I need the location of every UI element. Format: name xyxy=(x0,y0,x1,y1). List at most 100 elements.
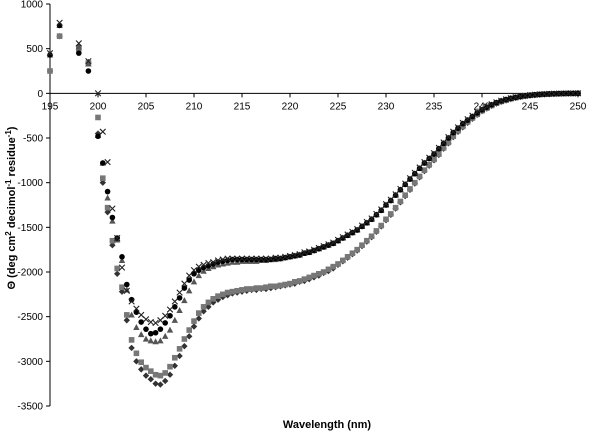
data-point-square xyxy=(215,293,221,299)
data-point-square xyxy=(162,370,168,376)
data-point-x xyxy=(248,255,255,262)
data-point-x xyxy=(262,255,270,262)
data-point-square xyxy=(196,310,202,316)
data-point-x xyxy=(459,119,466,127)
data-point-diamond xyxy=(123,317,130,324)
data-point-square xyxy=(325,266,332,273)
data-point-square xyxy=(104,204,111,211)
data-point-x xyxy=(406,175,414,182)
data-point-circle xyxy=(407,176,413,182)
y-axis-title-sup1: 2 xyxy=(4,231,13,236)
data-point-x xyxy=(378,206,385,213)
data-point-square xyxy=(186,327,192,333)
data-point-circle xyxy=(128,296,135,303)
data-point-x xyxy=(272,254,279,261)
data-point-square xyxy=(426,162,432,168)
data-point-square xyxy=(268,283,274,290)
data-point-square xyxy=(301,276,308,282)
data-point-square xyxy=(95,114,101,121)
data-point-triangle xyxy=(157,337,164,344)
series-triangle xyxy=(46,22,582,345)
data-point-x xyxy=(320,242,327,250)
data-point-circle xyxy=(426,155,433,162)
data-point-circle xyxy=(215,259,221,265)
data-point-square xyxy=(272,283,279,290)
data-point-triangle xyxy=(104,194,111,201)
data-point-circle xyxy=(436,145,442,152)
data-point-circle xyxy=(469,113,476,120)
data-point-triangle xyxy=(85,60,92,67)
data-point-circle xyxy=(359,223,365,230)
y-tick-label: -500 xyxy=(23,134,43,145)
y-axis-title: Θ (deg cm2 decimol-1 residue-1) xyxy=(4,126,19,289)
data-point-circle xyxy=(412,170,418,177)
data-point-square xyxy=(412,179,418,186)
y-tick-label: -2500 xyxy=(17,312,43,323)
data-point-triangle xyxy=(123,286,130,293)
data-point-circle xyxy=(330,240,337,247)
data-point-circle xyxy=(392,192,399,198)
data-point-circle xyxy=(416,165,423,172)
data-point-square xyxy=(258,285,264,291)
data-point-x xyxy=(474,108,481,116)
data-point-circle xyxy=(244,256,250,263)
data-point-x xyxy=(435,144,442,152)
data-point-circle xyxy=(464,117,471,123)
data-point-square xyxy=(344,254,351,260)
data-point-square xyxy=(316,270,322,277)
data-point-circle xyxy=(373,212,380,218)
data-point-circle xyxy=(162,320,168,326)
data-point-x xyxy=(99,128,106,135)
x-tick-label: 250 xyxy=(570,101,587,112)
data-point-square xyxy=(311,272,317,279)
data-point-x xyxy=(104,158,111,166)
data-point-square xyxy=(407,186,413,192)
y-axis-title-part2: decimol xyxy=(6,187,18,232)
data-point-square xyxy=(340,257,346,264)
data-point-x xyxy=(214,257,222,264)
data-point-square xyxy=(109,237,116,244)
data-point-x xyxy=(411,169,418,177)
data-point-triangle xyxy=(152,338,159,345)
data-point-x xyxy=(109,205,116,212)
data-point-x xyxy=(286,252,294,260)
y-tick-label: 500 xyxy=(26,44,43,55)
data-point-square xyxy=(388,211,394,217)
series-x xyxy=(46,19,582,327)
data-point-circle xyxy=(181,285,188,291)
data-point-circle xyxy=(186,277,192,283)
data-point-x xyxy=(392,191,399,198)
data-point-square xyxy=(244,286,250,292)
data-points xyxy=(46,19,582,388)
data-point-x xyxy=(147,318,154,326)
data-point-triangle xyxy=(128,311,135,318)
data-point-x xyxy=(560,90,567,97)
data-point-square xyxy=(124,312,130,318)
data-point-diamond xyxy=(157,381,164,388)
data-point-circle xyxy=(138,319,144,325)
data-point-circle xyxy=(316,245,322,252)
data-point-square xyxy=(47,68,53,74)
data-point-square xyxy=(210,296,216,302)
data-point-square xyxy=(229,288,236,295)
data-point-diamond xyxy=(128,344,135,352)
data-point-circle xyxy=(320,244,327,250)
data-point-circle xyxy=(239,256,245,263)
data-point-x xyxy=(224,255,231,262)
x-tick-label: 240 xyxy=(474,101,491,112)
data-point-x xyxy=(238,255,246,262)
data-point-x xyxy=(325,241,332,248)
data-point-x xyxy=(128,298,135,305)
data-point-diamond xyxy=(118,288,126,295)
data-point-x xyxy=(171,298,178,305)
y-axis-title-sup2: -1 xyxy=(4,179,13,187)
data-point-x xyxy=(354,225,361,233)
data-point-square xyxy=(296,278,303,284)
data-point-square xyxy=(181,336,188,342)
data-point-diamond xyxy=(138,366,145,373)
data-point-x xyxy=(349,228,356,235)
data-point-x xyxy=(358,222,366,229)
data-point-diamond xyxy=(166,371,174,378)
data-point-triangle xyxy=(138,331,145,338)
